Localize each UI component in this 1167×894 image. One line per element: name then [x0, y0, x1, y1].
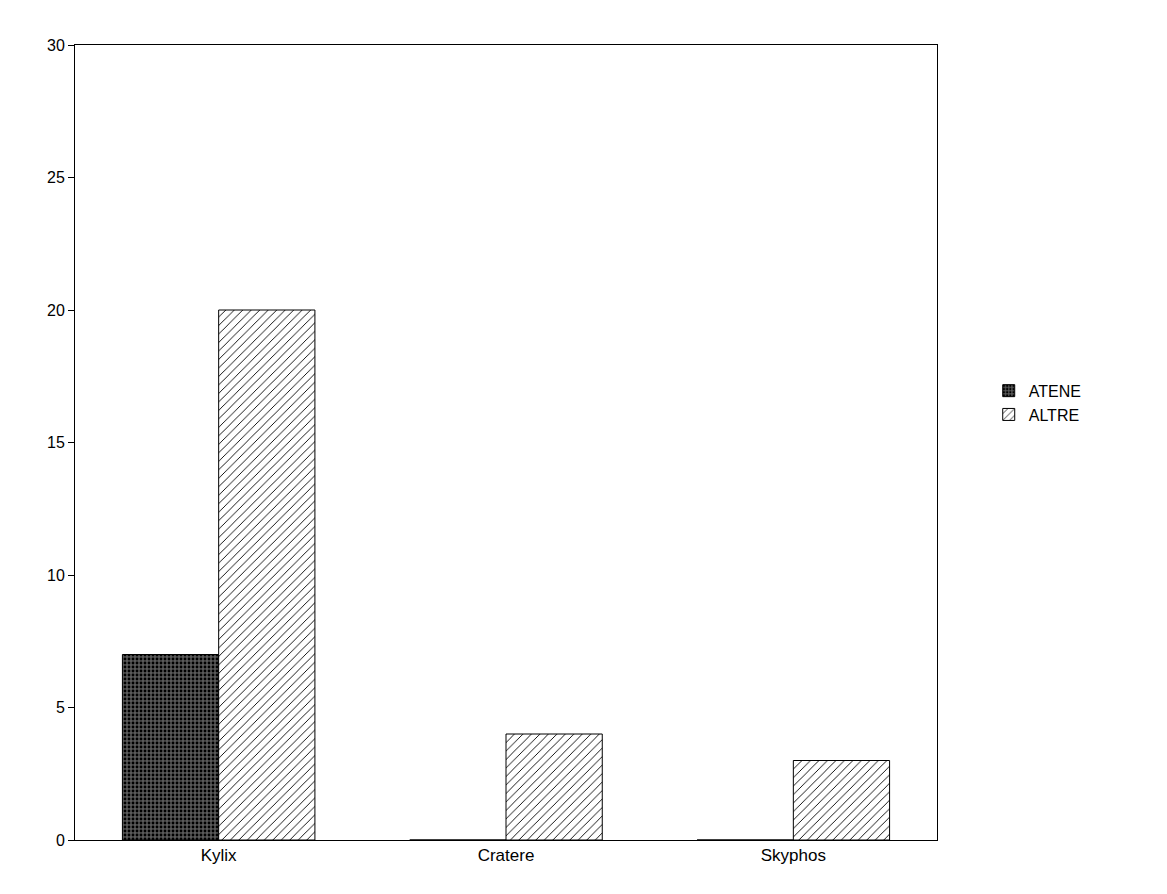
- svg-text:20: 20: [47, 302, 65, 319]
- svg-text:ALTRE: ALTRE: [1029, 407, 1079, 424]
- svg-text:0: 0: [56, 832, 65, 849]
- svg-text:10: 10: [47, 567, 65, 584]
- svg-text:30: 30: [47, 37, 65, 54]
- svg-text:Cratere: Cratere: [478, 846, 535, 865]
- svg-text:Kylix: Kylix: [201, 846, 237, 865]
- svg-text:ATENE: ATENE: [1029, 383, 1081, 400]
- svg-text:5: 5: [56, 699, 65, 716]
- svg-text:15: 15: [47, 434, 65, 451]
- svg-text:Skyphos: Skyphos: [761, 846, 826, 865]
- svg-text:25: 25: [47, 169, 65, 186]
